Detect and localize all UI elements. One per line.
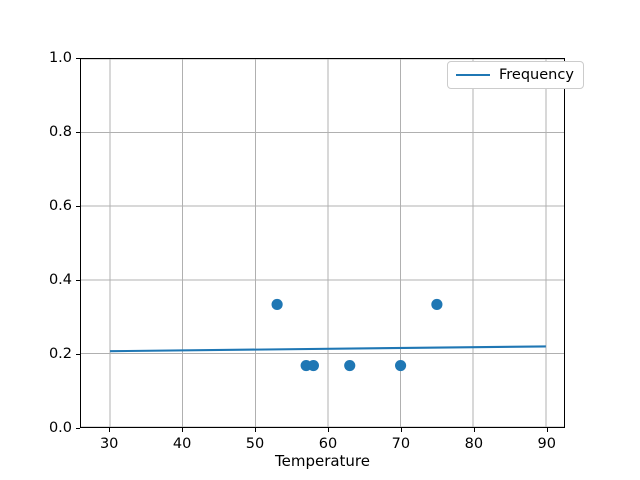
y-tick-label: 0.8 bbox=[48, 124, 72, 140]
x-tick-mark bbox=[546, 428, 548, 432]
y-tick-label: 0.6 bbox=[48, 198, 72, 214]
x-tick-label: 60 bbox=[318, 436, 338, 452]
y-tick-mark bbox=[76, 132, 80, 134]
plot-area bbox=[80, 58, 565, 428]
y-tick-label: 0.4 bbox=[48, 272, 72, 288]
x-tick-label: 50 bbox=[245, 436, 265, 452]
y-tick-label: 1.0 bbox=[48, 50, 72, 66]
legend-line-swatch bbox=[456, 74, 490, 76]
y-tick-mark bbox=[76, 58, 80, 60]
x-tick-mark bbox=[400, 428, 402, 432]
x-tick-mark bbox=[327, 428, 330, 432]
x-tick-mark bbox=[109, 428, 111, 432]
x-tick-mark bbox=[473, 428, 475, 432]
x-tick-label: 70 bbox=[391, 436, 411, 452]
x-tick-label: 80 bbox=[464, 436, 484, 452]
legend-label-frequency: Frequency bbox=[499, 67, 574, 83]
x-axis-label: Temperature bbox=[274, 452, 371, 470]
y-tick-label: 0.2 bbox=[48, 346, 72, 362]
x-tick-mark bbox=[255, 428, 257, 432]
legend: Frequency bbox=[447, 61, 584, 89]
y-tick-mark bbox=[76, 206, 80, 208]
x-tick-mark bbox=[182, 428, 184, 432]
x-tick-label: 30 bbox=[99, 436, 119, 452]
y-tick-mark bbox=[76, 354, 80, 356]
x-tick-label: 40 bbox=[172, 436, 192, 452]
plot-canvas bbox=[81, 59, 564, 427]
y-tick-mark bbox=[76, 280, 80, 282]
y-tick-mark bbox=[76, 428, 80, 430]
x-tick-label: 90 bbox=[537, 436, 556, 452]
y-tick-label: 0.0 bbox=[48, 420, 72, 436]
